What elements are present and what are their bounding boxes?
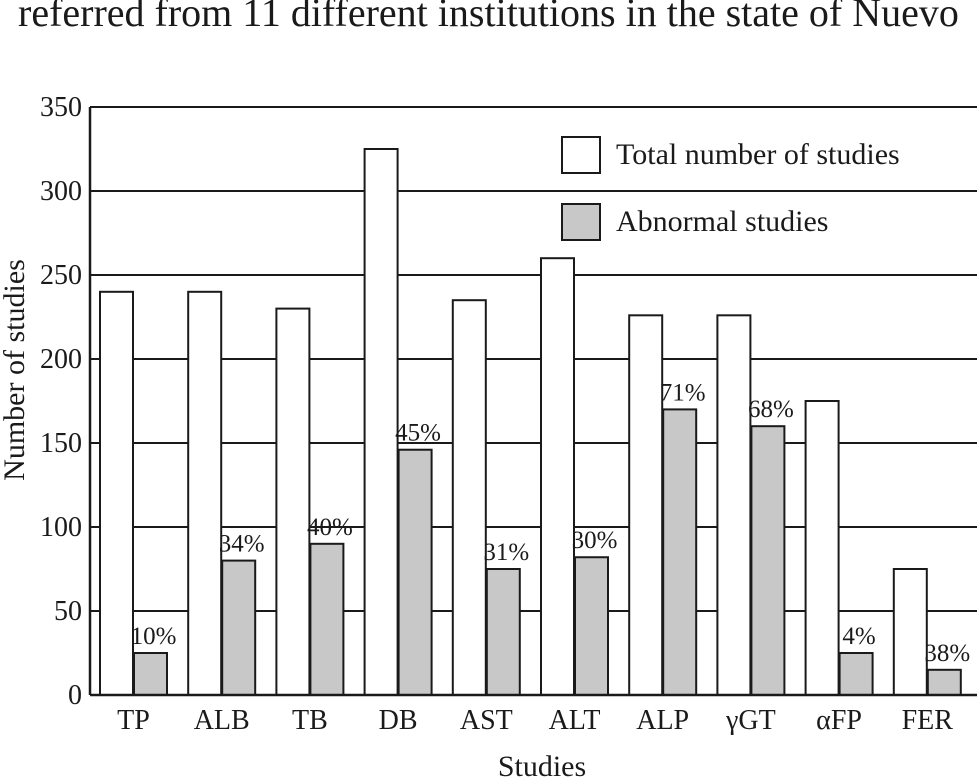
y-tick-label: 150	[40, 428, 82, 459]
y-axis-title: Number of studies	[0, 259, 31, 481]
data-label: 45%	[395, 420, 441, 447]
bar-abnormal-4	[485, 568, 521, 696]
bar-total-2	[275, 307, 311, 696]
axes: 0 50 100 150 200 250 300 350 TP ALB TB DB AST ALT ALP γ…	[40, 92, 977, 736]
x-axis-title: Studies	[498, 750, 586, 783]
y-tick-label: 200	[40, 344, 82, 375]
data-label: 71%	[660, 379, 706, 406]
bar-abnormal-2	[309, 542, 345, 696]
bar-abnormal-6	[662, 408, 698, 696]
x-tick-label: DB	[379, 705, 418, 736]
y-tick-label: 300	[40, 176, 82, 207]
x-tick-label: TB	[292, 705, 328, 736]
x-tick-label: γGT	[725, 705, 776, 736]
data-labels: 10% 34% 40% 45% 31% 30% 71% 68% 4% 38%	[131, 379, 971, 666]
y-tick-label: 100	[40, 512, 82, 543]
grid-lines	[90, 106, 977, 612]
bars	[99, 148, 962, 696]
data-label: 38%	[924, 640, 970, 667]
y-tick-label: 250	[40, 260, 82, 291]
x-tick-label: FER	[902, 705, 954, 736]
y-tick-label: 350	[40, 92, 82, 123]
x-tick-label: AST	[460, 705, 513, 736]
data-label: 68%	[748, 396, 794, 423]
bar-total-7	[716, 314, 752, 696]
x-tick-label: ALT	[549, 705, 601, 736]
data-label: 31%	[483, 539, 529, 566]
bar-abnormal-0	[133, 652, 168, 696]
bar-total-3	[363, 148, 399, 696]
legend-label-1: Abnormal studies	[616, 205, 828, 238]
y-tick-label: 0	[68, 680, 82, 711]
x-tick-label: TP	[117, 705, 150, 736]
x-tick-label: ALB	[194, 705, 250, 736]
bar-abnormal-1	[221, 559, 257, 696]
data-label: 30%	[572, 527, 618, 554]
bar-abnormal-3	[397, 448, 433, 696]
bar-abnormal-7	[750, 425, 786, 696]
bar-abnormal-8	[838, 652, 874, 696]
x-tick-label: αFP	[816, 705, 862, 736]
bar-total-9	[892, 568, 928, 696]
bar-abnormal-5	[574, 556, 609, 696]
bar-total-5	[540, 257, 575, 696]
data-label: 40%	[307, 514, 353, 541]
legend-swatch-1	[561, 203, 601, 241]
bar-abnormal-9	[926, 668, 962, 696]
legend-swatch-0	[561, 136, 601, 174]
legend: Total number of studies Abnormal studies	[561, 136, 900, 241]
bar-total-6	[628, 314, 664, 696]
bar-total-1	[187, 290, 223, 696]
data-label: 34%	[219, 531, 265, 558]
y-tick-label: 50	[54, 596, 82, 627]
header-text-fragment: referred from 11 different institutions …	[18, 0, 959, 35]
bar-total-8	[804, 400, 840, 696]
data-label: 4%	[842, 623, 875, 650]
legend-label-0: Total number of studies	[616, 138, 900, 171]
data-label: 10%	[131, 623, 177, 650]
x-tick-label: ALP	[636, 705, 689, 736]
bar-total-0	[99, 290, 134, 696]
bar-total-4	[451, 299, 487, 696]
